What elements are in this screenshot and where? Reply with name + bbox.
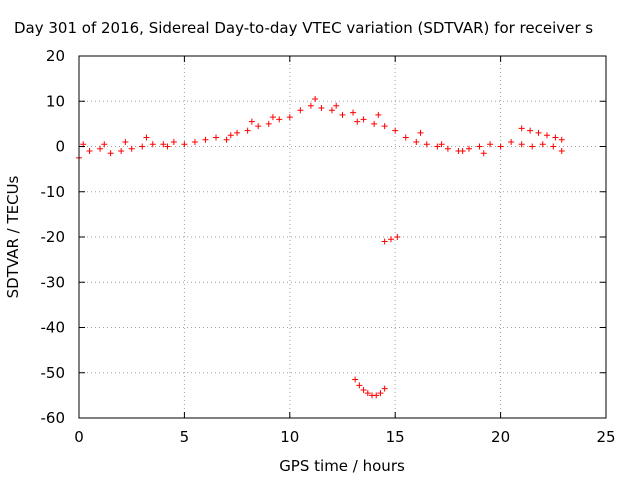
data-point bbox=[149, 141, 156, 148]
x-tick-label: 0 bbox=[74, 428, 84, 446]
data-point bbox=[373, 392, 380, 399]
data-point bbox=[360, 116, 367, 123]
chart-title: Day 301 of 2016, Sidereal Day-to-day VTE… bbox=[14, 19, 593, 37]
data-point bbox=[387, 236, 394, 243]
x-tick-label: 25 bbox=[596, 428, 615, 446]
y-tick-label: -60 bbox=[41, 409, 66, 427]
x-tick-label: 10 bbox=[280, 428, 299, 446]
y-axis-label: SDTVAR / TECUs bbox=[4, 175, 22, 298]
x-tick-label: 15 bbox=[386, 428, 405, 446]
data-point bbox=[518, 125, 525, 132]
data-point bbox=[459, 148, 466, 155]
data-point bbox=[392, 127, 399, 134]
axis-ticks: 0 5 10 15 20 25 -60 -50 -40 -30 -20 -10 0 10 20 bbox=[41, 47, 616, 446]
data-point bbox=[128, 145, 135, 152]
data-points bbox=[76, 95, 565, 399]
data-point bbox=[269, 114, 276, 121]
data-point bbox=[550, 143, 557, 150]
data-point bbox=[118, 148, 125, 155]
data-point bbox=[276, 116, 283, 123]
y-tick-label: 20 bbox=[46, 47, 65, 65]
data-point bbox=[529, 143, 536, 150]
data-point bbox=[465, 145, 472, 152]
x-tick-label: 20 bbox=[491, 428, 510, 446]
y-tick-label: -30 bbox=[41, 273, 66, 291]
data-point bbox=[539, 141, 546, 148]
data-point bbox=[375, 111, 382, 118]
data-point bbox=[480, 150, 487, 157]
y-tick-label: -50 bbox=[41, 364, 66, 382]
x-tick-label: 5 bbox=[180, 428, 190, 446]
grid bbox=[79, 56, 606, 418]
data-point bbox=[213, 134, 220, 141]
y-tick-label: -40 bbox=[41, 319, 66, 337]
y-tick-label: 10 bbox=[46, 92, 65, 110]
data-point bbox=[202, 136, 209, 143]
data-point bbox=[328, 107, 335, 114]
x-axis-label: GPS time / hours bbox=[279, 457, 405, 475]
data-point bbox=[381, 385, 388, 392]
data-point bbox=[307, 102, 314, 109]
data-point bbox=[364, 390, 371, 397]
data-point bbox=[160, 141, 167, 148]
data-point bbox=[350, 109, 357, 116]
data-point bbox=[352, 376, 359, 383]
data-point bbox=[381, 238, 388, 245]
data-point bbox=[543, 132, 550, 139]
data-point bbox=[139, 143, 146, 150]
data-point bbox=[527, 127, 534, 134]
y-tick-label: -10 bbox=[41, 183, 66, 201]
data-point bbox=[476, 143, 483, 150]
data-point bbox=[356, 382, 363, 389]
data-point bbox=[394, 234, 401, 240]
data-point bbox=[552, 134, 559, 141]
data-point bbox=[558, 136, 565, 143]
data-point bbox=[297, 107, 304, 114]
data-point bbox=[244, 127, 251, 134]
data-point bbox=[248, 118, 255, 125]
data-point bbox=[371, 120, 378, 127]
y-tick-label: -20 bbox=[41, 228, 66, 246]
data-point bbox=[518, 141, 525, 148]
data-point bbox=[312, 95, 319, 102]
data-point bbox=[223, 136, 230, 143]
y-tick-label: 0 bbox=[55, 138, 65, 156]
data-point bbox=[558, 148, 565, 155]
data-point bbox=[101, 141, 108, 148]
data-point bbox=[333, 102, 340, 109]
data-point bbox=[377, 390, 384, 397]
data-point bbox=[381, 123, 388, 130]
data-point bbox=[360, 386, 367, 393]
data-point bbox=[227, 132, 234, 139]
data-point bbox=[255, 123, 262, 130]
data-point bbox=[107, 150, 114, 157]
data-point bbox=[417, 129, 424, 136]
data-point bbox=[318, 105, 325, 112]
data-point bbox=[434, 143, 441, 150]
data-point bbox=[413, 138, 420, 145]
data-point bbox=[97, 145, 104, 152]
data-point bbox=[423, 141, 430, 148]
data-point bbox=[191, 138, 198, 145]
data-point bbox=[181, 141, 188, 148]
data-point bbox=[286, 114, 293, 121]
data-point bbox=[143, 134, 150, 141]
data-point bbox=[438, 141, 445, 148]
data-point bbox=[339, 111, 346, 118]
data-point bbox=[86, 148, 93, 155]
data-point bbox=[535, 129, 542, 136]
data-point bbox=[354, 118, 361, 125]
data-point bbox=[170, 138, 177, 145]
data-point bbox=[497, 143, 504, 150]
data-point bbox=[265, 120, 272, 127]
data-point bbox=[402, 134, 409, 141]
data-point bbox=[234, 129, 241, 136]
data-point bbox=[122, 138, 129, 145]
plot-frame bbox=[78, 55, 607, 419]
data-point bbox=[487, 141, 494, 148]
data-point bbox=[164, 143, 171, 150]
data-point bbox=[508, 138, 515, 145]
data-point bbox=[444, 145, 451, 152]
